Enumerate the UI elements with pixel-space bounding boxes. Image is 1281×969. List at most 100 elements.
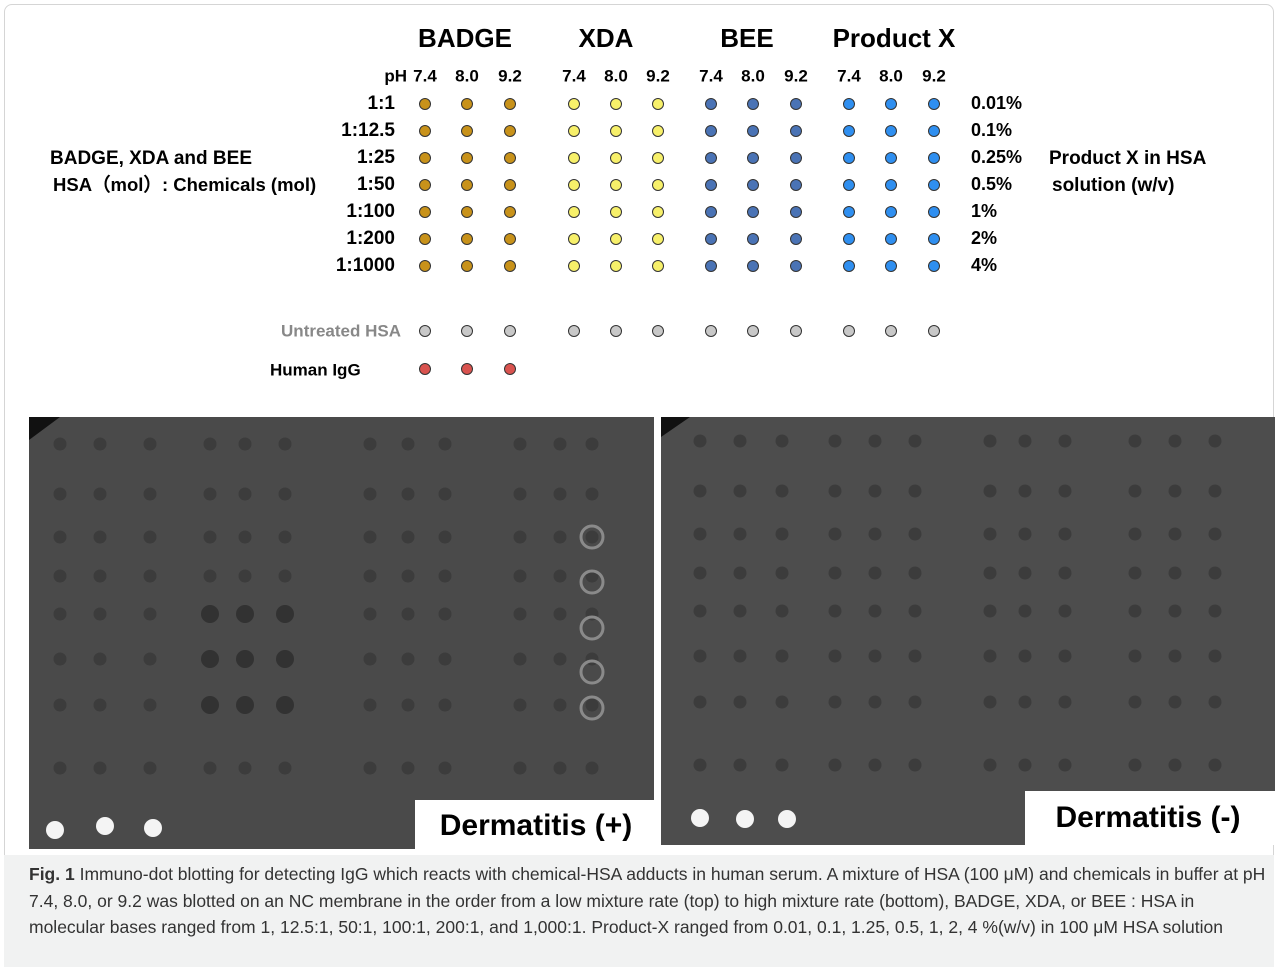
dot [748,234,759,245]
blot-spot [439,762,452,775]
blot-spot [734,605,747,618]
dot [611,207,622,218]
panel-label: Dermatitis (+) [440,809,633,842]
dot [886,261,897,272]
blot-spot [869,759,882,772]
blot-spot [869,528,882,541]
dot [706,234,717,245]
dot [653,99,664,110]
blot-spot [1209,567,1222,580]
blot-spot [54,608,67,621]
blot-spot [776,759,789,772]
blot-spot [279,438,292,451]
dot [462,326,473,337]
blot-spot [94,531,107,544]
blot-spot [1169,759,1182,772]
ph-value: 9.2 [498,66,522,85]
blot-spot [402,699,415,712]
dot [653,126,664,137]
blot-spot [1019,485,1032,498]
blot-spot [279,531,292,544]
blot-spot [984,696,997,709]
dot [420,234,431,245]
blot-spot [1209,605,1222,618]
dot [929,261,940,272]
dot [929,326,940,337]
blot-spot [829,759,842,772]
blot-spot [694,605,707,618]
igg-spot [96,817,114,835]
blot-spot [94,653,107,666]
blot-spot [514,488,527,501]
ph-value: 8.0 [741,66,765,85]
blot-spot [239,488,252,501]
blot-spot [1019,650,1032,663]
dot [886,126,897,137]
dot [462,99,473,110]
blot-spot [402,762,415,775]
blot-spot [586,762,599,775]
blot-spot [94,570,107,583]
blot-spot [1059,696,1072,709]
blot-spot [439,488,452,501]
dot [653,153,664,164]
group-title: BADGE [418,23,512,53]
blot-spot [402,608,415,621]
dot [886,180,897,191]
blot-spot [144,653,157,666]
percent-label: 0.25% [971,147,1022,167]
ph-value: 8.0 [455,66,479,85]
blot-spot [1209,528,1222,541]
dot [569,234,580,245]
igg-spot [736,810,754,828]
blot-spot [909,605,922,618]
percent-label: 0.5% [971,174,1012,194]
left-label: HSA（mol）: Chemicals (mol) [53,174,316,195]
blot-spot [94,488,107,501]
ph-value: 7.4 [413,66,437,85]
ph-value: 9.2 [922,66,946,85]
blot-spot [1169,650,1182,663]
blot-spot [554,608,567,621]
blot-spot [514,653,527,666]
blot-spot [54,762,67,775]
dot [420,99,431,110]
ph-value: 8.0 [879,66,903,85]
dot [791,153,802,164]
percent-label: 0.1% [971,120,1012,140]
dot [569,180,580,191]
blot-spot [439,608,452,621]
caption-text: Immuno-dot blotting for detecting IgG wh… [29,864,1265,937]
dot [844,153,855,164]
dot [611,326,622,337]
blot-spot [279,570,292,583]
blot-spot [239,570,252,583]
dot [791,234,802,245]
blot-spot [364,438,377,451]
dot [462,261,473,272]
dot [748,180,759,191]
dot [791,207,802,218]
dot [420,180,431,191]
dot [706,153,717,164]
blot-spot [694,759,707,772]
dot [886,326,897,337]
dot [420,153,431,164]
blot-spot [909,435,922,448]
blot-spot [279,488,292,501]
percent-label: 0.01% [971,93,1022,113]
dot [706,326,717,337]
blot-spot [694,485,707,498]
dot [462,180,473,191]
blot-spot [144,762,157,775]
blot-spot [94,762,107,775]
blot-spot [869,567,882,580]
dot [706,207,717,218]
blot-spot [776,650,789,663]
dot [844,180,855,191]
ratio-label: 1:12.5 [341,120,395,141]
blot-spot [829,567,842,580]
dot [844,326,855,337]
blot-spot [1129,567,1142,580]
blot-spot [554,438,567,451]
